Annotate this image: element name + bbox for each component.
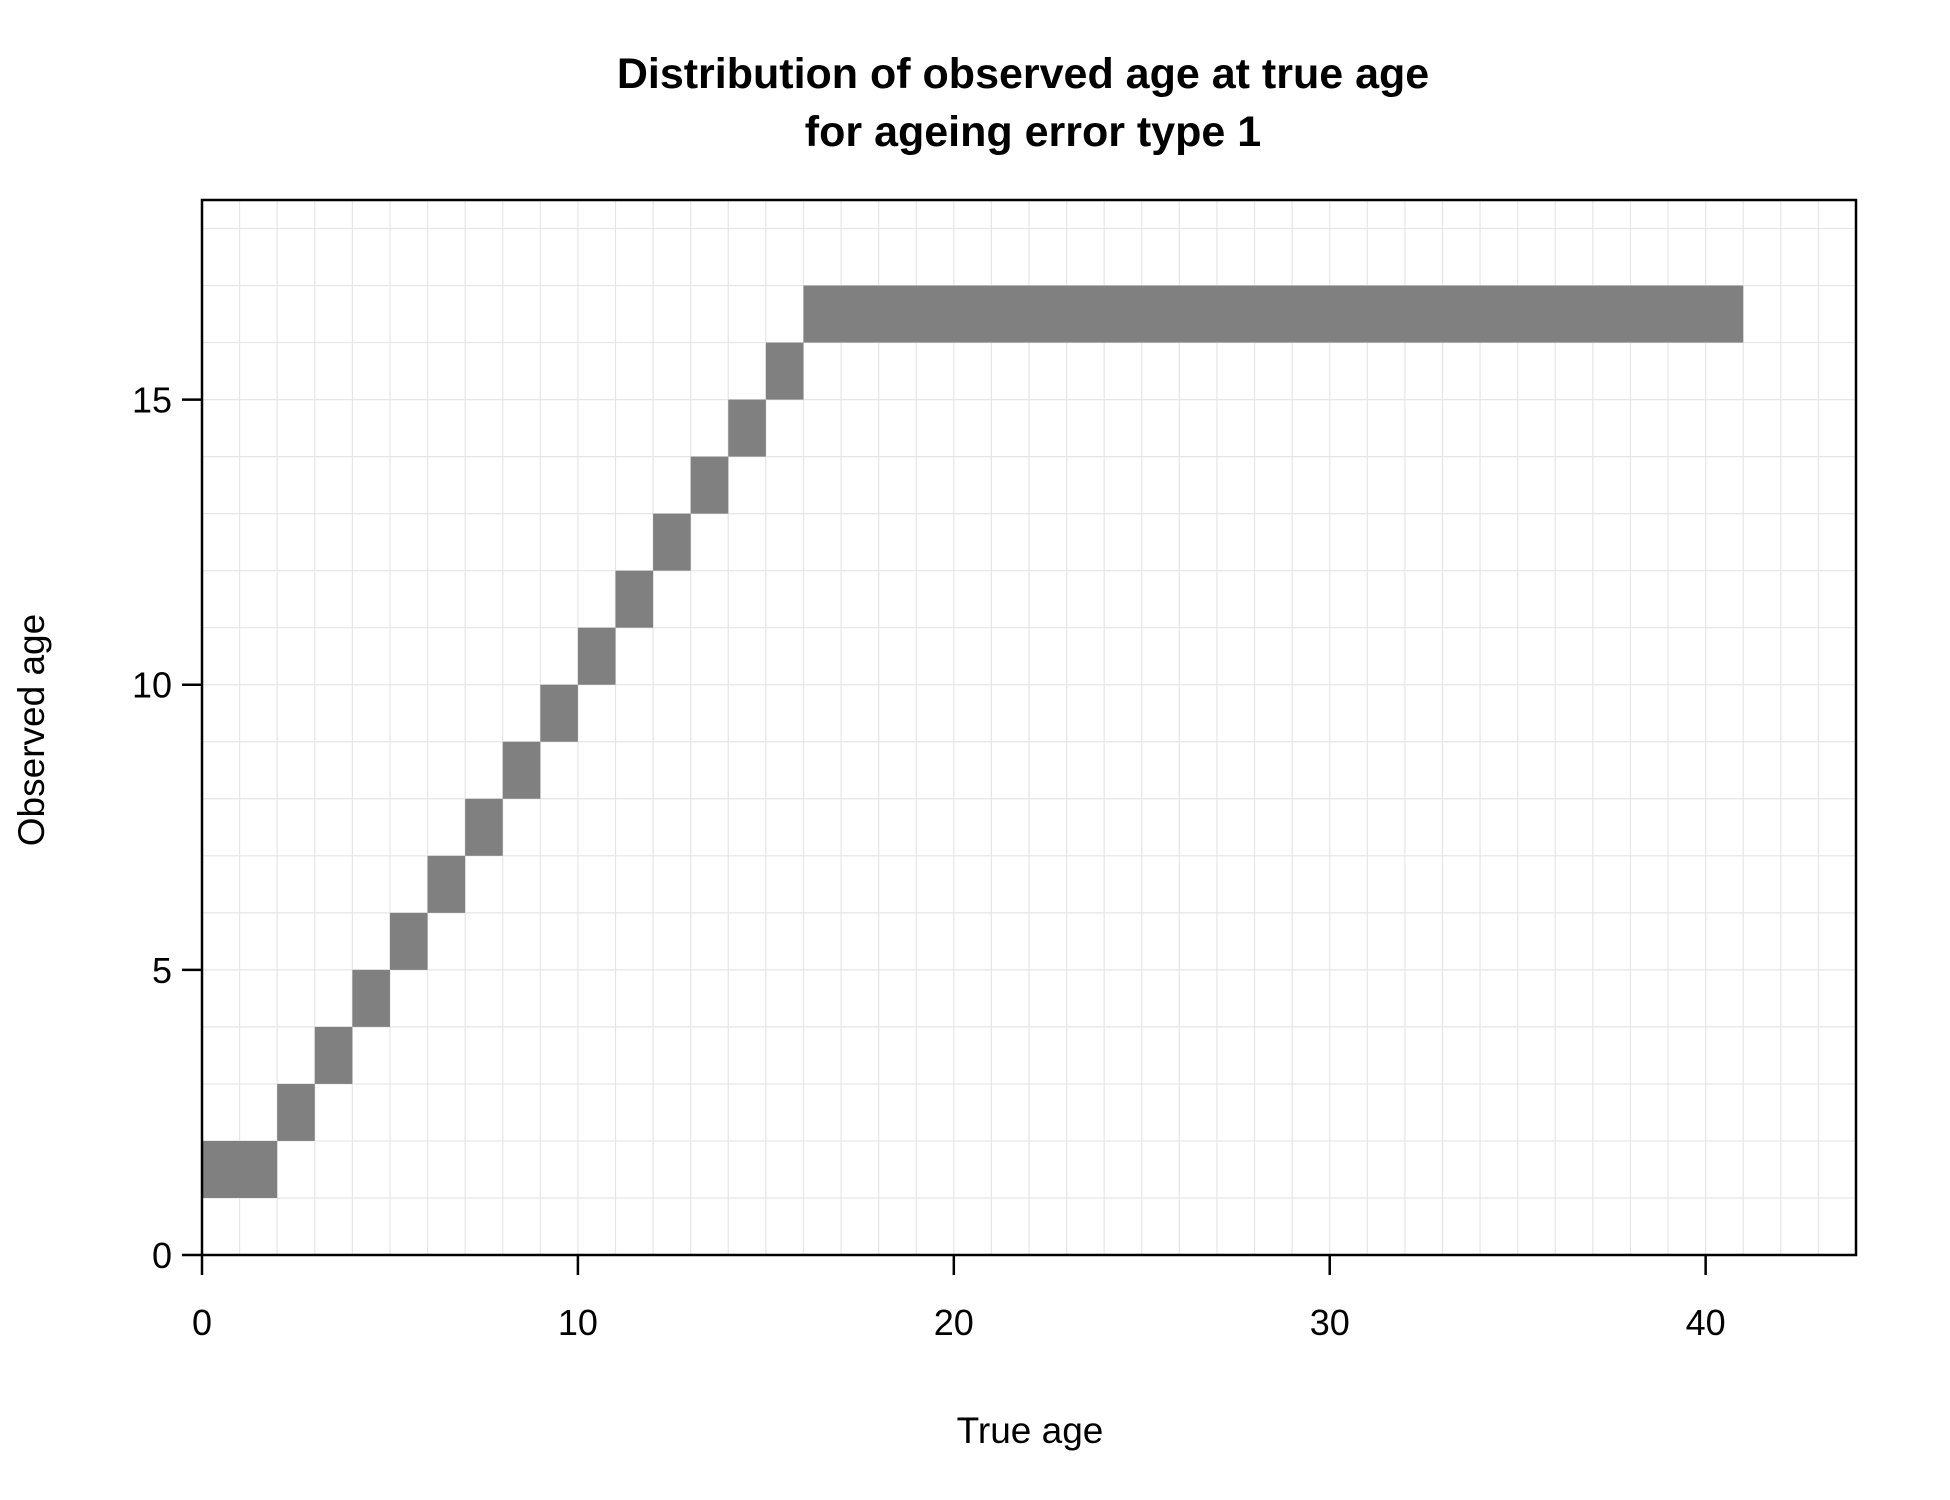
y-axis-label: Observed age	[11, 614, 52, 846]
x-tick-label: 10	[558, 1302, 598, 1343]
heatmap-cell	[728, 399, 766, 457]
y-axis: 0 5 10 15	[132, 380, 202, 1276]
x-tick-label: 20	[934, 1302, 974, 1343]
plot-frame	[200, 198, 1858, 1257]
heatmap-cell	[277, 1083, 315, 1141]
x-tick-label: 0	[192, 1302, 212, 1343]
heatmap-cell	[690, 456, 729, 514]
x-axis-label: True age	[957, 1410, 1104, 1451]
y-tick-label: 5	[152, 950, 172, 991]
heatmap-cell	[465, 798, 503, 856]
heatmap-cell	[540, 684, 578, 742]
heatmap-cell	[615, 570, 654, 628]
x-tick-label: 40	[1686, 1302, 1726, 1343]
chart-title-line-1: Distribution of observed age at true age	[617, 50, 1429, 98]
heatmap-cell	[653, 513, 691, 571]
grid	[202, 200, 1856, 1255]
x-axis: 0 10 20 30 40	[192, 1255, 1726, 1343]
chart-title-line-2: for ageing error type 1	[805, 108, 1261, 156]
x-tick-label: 30	[1310, 1302, 1350, 1343]
heatmap-cell	[427, 855, 466, 913]
heatmap-cell	[314, 1026, 353, 1084]
heatmap-cell	[389, 912, 428, 970]
y-tick-label: 15	[132, 380, 172, 421]
heatmap-cell	[202, 1140, 278, 1198]
heatmap-cell	[352, 969, 390, 1027]
data-cells	[202, 285, 1744, 1198]
y-tick-label: 0	[152, 1235, 172, 1276]
heatmap-cell	[803, 285, 1744, 343]
heatmap-cell	[765, 342, 804, 400]
heatmap-cell	[577, 627, 616, 685]
heatmap-cell	[502, 741, 541, 799]
y-tick-label: 10	[132, 665, 172, 706]
